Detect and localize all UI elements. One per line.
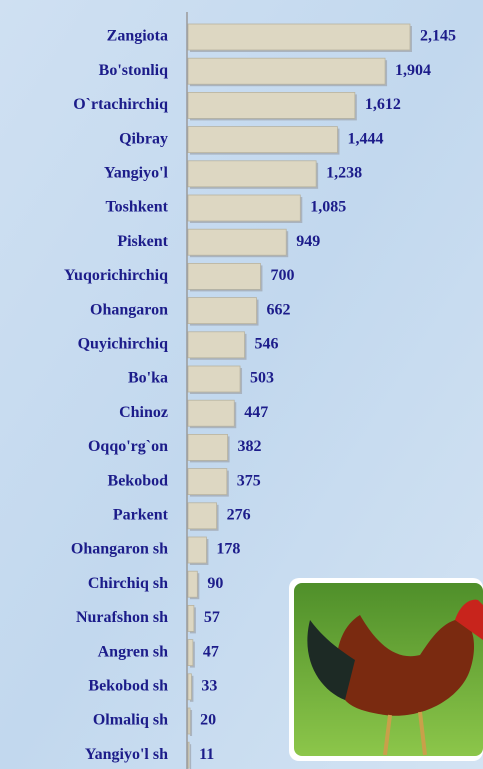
category-label: Angren sh [98,643,168,660]
bar [188,503,217,529]
bar [188,400,234,426]
data-label: 11 [199,746,214,763]
category-label: Yangiyo'l sh [85,746,168,763]
bar [188,571,197,597]
data-label: 1,238 [326,164,362,181]
bar [188,195,300,221]
category-label: Olmaliq sh [93,712,168,729]
bar [188,674,191,700]
category-label: Chinoz [119,404,168,421]
category-label: Nurafshon sh [76,609,168,626]
bar [188,24,410,50]
bar [188,708,190,734]
category-label: Ohangaron [90,301,168,318]
bar [188,537,206,563]
category-label: O`rtachirchiq [73,96,168,113]
category-label: Bekobod sh [88,677,168,694]
category-label: Parkent [113,506,169,523]
bar [188,742,189,768]
chart: Zangiota 2,145 Bo'stonliq 1,904 O`rtachirchi… [0,0,483,769]
category-label: Bo'ka [128,370,168,387]
category-label: Zangiota [107,28,168,45]
data-label: 1,444 [347,130,383,147]
bar [188,229,286,255]
data-label: 2,145 [420,28,456,45]
bar [188,58,385,84]
category-label: Yangiyo'l [104,164,169,181]
bar [188,263,260,289]
category-label: Bo'stonliq [99,62,168,79]
data-label: 503 [250,370,274,387]
data-label: 33 [201,677,217,694]
category-label: Qibray [119,130,168,147]
category-label: Yuqorichirchiq [64,267,168,284]
bar [188,366,240,392]
data-label: 57 [204,609,220,626]
bar [188,469,227,495]
bar-shadow [190,744,191,769]
bar [188,640,193,666]
bar [188,332,245,358]
bar [188,298,257,324]
bar [188,161,316,187]
data-label: 447 [244,404,268,421]
category-label: Oqqo'rg`on [88,438,168,455]
data-label: 1,904 [395,62,431,79]
data-label: 382 [238,438,262,455]
data-label: 90 [207,575,223,592]
data-label: 949 [296,233,320,250]
data-label: 700 [270,267,294,284]
bar [188,127,337,153]
category-label: Toshkent [105,199,168,216]
photo [289,578,483,761]
category-label: Piskent [117,233,168,250]
data-label: 662 [267,301,291,318]
data-label: 47 [203,643,219,660]
category-label: Bekobod [108,472,169,489]
data-label: 375 [237,472,261,489]
data-label: 1,085 [310,199,346,216]
category-label: Chirchiq sh [88,575,168,592]
data-label: 1,612 [365,96,401,113]
bar [188,605,194,631]
data-label: 546 [255,335,279,352]
category-label: Ohangaron sh [71,541,168,558]
data-label: 178 [216,541,240,558]
category-label: Quyichirchiq [78,335,168,352]
data-label: 20 [200,712,216,729]
data-label: 276 [227,506,251,523]
bar [188,92,355,118]
bar [188,434,228,460]
